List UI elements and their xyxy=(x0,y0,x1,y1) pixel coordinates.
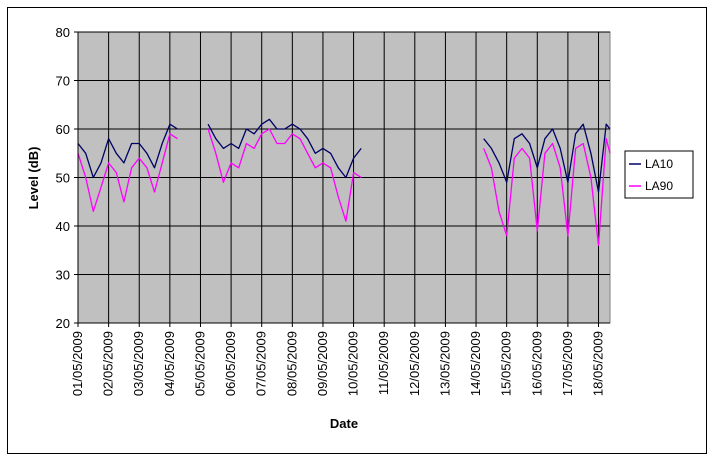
y-tick-label: 60 xyxy=(56,122,70,137)
x-tick-label: 17/05/2009 xyxy=(560,331,575,396)
x-tick-label: 03/05/2009 xyxy=(131,331,146,396)
x-tick-label: 02/05/2009 xyxy=(101,331,116,396)
legend-label-la10: LA10 xyxy=(645,157,673,171)
series-line-la10 xyxy=(483,123,611,193)
legend-box xyxy=(624,150,694,199)
x-tick-label: 18/05/2009 xyxy=(591,331,606,396)
x-tick-label: 05/05/2009 xyxy=(192,331,207,396)
series-line-la10 xyxy=(77,123,178,179)
x-tick-label: 13/05/2009 xyxy=(437,331,452,396)
x-tick-label: 16/05/2009 xyxy=(529,331,544,396)
x-axis-label: Date xyxy=(330,416,358,431)
y-tick-label: 30 xyxy=(56,268,70,283)
series-line-la90 xyxy=(483,138,611,247)
y-tick-label: 80 xyxy=(56,25,70,40)
y-tick-label: 20 xyxy=(56,316,70,331)
y-axis-ticks: 20 30 40 50 60 70 80 xyxy=(56,25,78,331)
legend: LA10 LA90 xyxy=(624,150,694,199)
series-line-la90 xyxy=(77,133,178,213)
y-tick-label: 70 xyxy=(56,74,70,89)
line-chart: 20 30 40 50 60 70 80 01/05/2009 02/05/2009 03/05… xyxy=(26,25,694,431)
x-tick-label: 01/05/2009 xyxy=(70,331,85,396)
x-tick-label: 12/05/2009 xyxy=(407,331,422,396)
x-tick-label: 09/05/2009 xyxy=(315,331,330,396)
series-line-la90 xyxy=(207,128,362,222)
series-line-la10 xyxy=(207,118,362,179)
x-tick-label: 10/05/2009 xyxy=(346,331,361,396)
x-tick-label: 08/05/2009 xyxy=(284,331,299,396)
x-tick-label: 07/05/2009 xyxy=(254,331,269,396)
y-axis-label: Level (dB) xyxy=(26,147,41,210)
chart-frame: 20 30 40 50 60 70 80 01/05/2009 02/05/2009 03/05… xyxy=(7,7,707,454)
legend-label-la90: LA90 xyxy=(645,179,673,193)
y-tick-label: 40 xyxy=(56,219,70,234)
x-tick-label: 04/05/2009 xyxy=(162,331,177,396)
x-tick-label: 06/05/2009 xyxy=(223,331,238,396)
y-tick-label: 50 xyxy=(56,171,70,186)
x-tick-label: 15/05/2009 xyxy=(499,331,514,396)
x-tick-label: 11/05/2009 xyxy=(376,331,391,395)
x-axis-ticks: 01/05/2009 02/05/2009 03/05/2009 04/05/2009… xyxy=(70,323,606,396)
series-layer xyxy=(77,118,611,247)
x-tick-label: 14/05/2009 xyxy=(468,331,483,396)
